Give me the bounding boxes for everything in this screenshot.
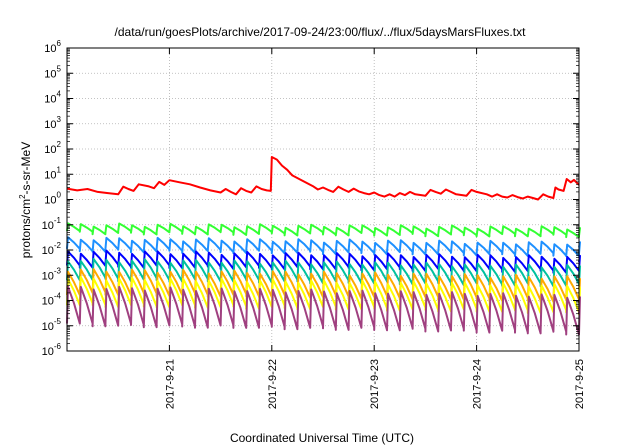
chart-title: /data/run/goesPlots/archive/2017-09-24/2… <box>115 25 527 39</box>
series-line-1 <box>66 222 581 239</box>
series-line-2 <box>66 236 581 258</box>
y-tick-label: 103 <box>44 115 61 131</box>
y-tick-label: 101 <box>44 165 61 181</box>
y-axis-label: protons/cm2-s-sr-MeV <box>18 142 33 258</box>
y-tick-label: 10-2 <box>42 241 62 257</box>
x-axis-label: Coordinated Universal Time (UTC) <box>230 431 414 445</box>
y-tick-label: 100 <box>44 191 61 207</box>
y-tick-label: 106 <box>44 39 61 55</box>
y-axis-label-superscript: 2 <box>18 194 27 199</box>
x-tick-label: 2017-9-25 <box>574 359 586 409</box>
y-tick-label: 105 <box>44 64 61 80</box>
series-line-0 <box>66 156 580 201</box>
x-tick-label: 2017-9-23 <box>369 359 381 409</box>
y-tick-label: 102 <box>44 140 61 156</box>
y-tick-label: 10-5 <box>42 317 62 333</box>
y-tick-label: 10-3 <box>42 266 62 282</box>
y-tick-label: 104 <box>44 90 61 106</box>
y-tick-label: 10-1 <box>42 216 62 232</box>
x-tick-label: 2017-9-21 <box>164 359 176 409</box>
y-tick-label: 10-6 <box>42 342 62 358</box>
x-tick-label: 2017-9-24 <box>472 359 484 409</box>
x-tick-label: 2017-9-22 <box>267 359 279 409</box>
y-axis-label-part-b: -s-sr-MeV <box>19 142 33 195</box>
x-axis-ticks: 2017-9-21 2017-9-22 2017-9-23 2017-9-24 2017… <box>164 48 586 409</box>
y-tick-label: 10-4 <box>42 292 62 308</box>
series-line-7 <box>66 285 581 336</box>
series-layer <box>66 156 581 336</box>
y-axis-label-part-a: protons/cm <box>19 199 33 258</box>
